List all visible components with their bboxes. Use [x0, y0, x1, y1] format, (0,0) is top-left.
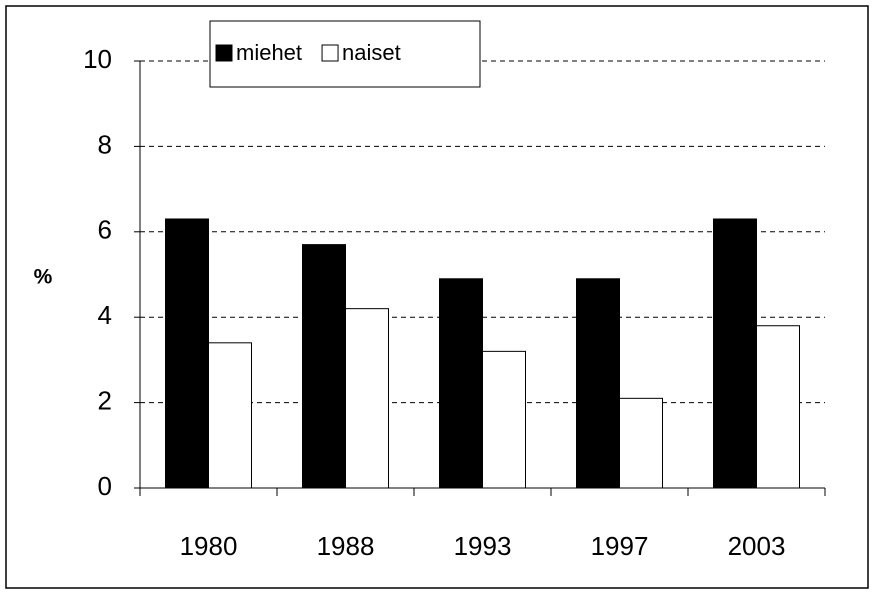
bar	[302, 244, 346, 489]
y-tick-label: 4	[98, 300, 112, 330]
y-axis-label: %	[34, 266, 53, 289]
x-tick-label: 1980	[180, 531, 238, 561]
x-tick-label: 1993	[454, 531, 512, 561]
legend-swatch	[321, 44, 339, 62]
x-tick-label: 2003	[728, 531, 786, 561]
y-tick-label: 8	[98, 129, 112, 159]
bar	[713, 218, 757, 489]
bar	[208, 342, 252, 489]
y-tick-label: 0	[98, 471, 112, 501]
x-tick-label: 1988	[317, 531, 375, 561]
legend-label: miehet	[236, 40, 302, 65]
bar	[165, 218, 209, 489]
bar	[345, 308, 389, 489]
legend-label: naiset	[342, 40, 401, 65]
bar	[482, 350, 526, 489]
bar	[619, 397, 663, 489]
bar	[756, 325, 800, 489]
y-tick-label: 2	[98, 385, 112, 415]
bar	[576, 278, 620, 489]
y-tick-label: 10	[83, 44, 112, 74]
legend-box	[209, 20, 481, 88]
legend-swatch	[215, 44, 233, 62]
x-tick-label: 1997	[591, 531, 649, 561]
y-tick-label: 6	[98, 215, 112, 245]
bar	[439, 278, 483, 489]
